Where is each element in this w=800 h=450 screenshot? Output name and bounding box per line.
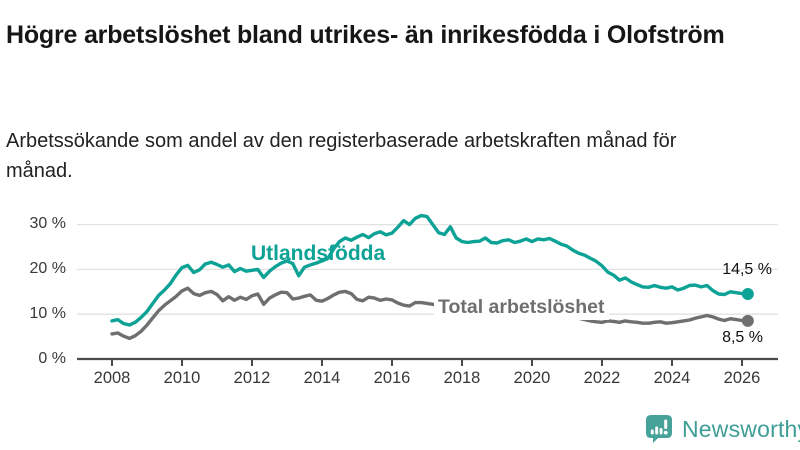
x-axis-tick-label: 2024 xyxy=(653,369,691,387)
y-axis-tick-label: 30 % xyxy=(29,215,66,232)
x-axis-tick-label: 2008 xyxy=(93,369,131,387)
y-axis-tick-label: 0 % xyxy=(38,350,66,367)
x-axis-tick-label: 2022 xyxy=(583,369,621,387)
y-axis-tick-label: 20 % xyxy=(29,260,66,277)
series-line-utlandsf-dda xyxy=(110,213,750,327)
newsworthy-logo: Newsworthy xyxy=(645,414,800,444)
series-end-dot xyxy=(741,288,754,301)
x-axis-tick-label: 2020 xyxy=(513,369,551,387)
y-axis-tick-label: 10 % xyxy=(29,305,66,322)
series-line-total-arbetsl-shet xyxy=(110,286,750,341)
end-value-label-utlandsfodda: 14,5 % xyxy=(722,261,772,278)
end-value-label-total: 8,5 % xyxy=(722,329,763,346)
x-axis-tick-label: 2016 xyxy=(373,369,411,387)
series-label-total-arbetsloshet: Total arbetslöshet xyxy=(434,295,609,321)
x-axis-tick-label: 2018 xyxy=(443,369,481,387)
page-title: Högre arbetslöshet bland utrikes- än inr… xyxy=(6,20,725,49)
newsworthy-logo-text: Newsworthy xyxy=(682,415,800,442)
x-axis-tick-label: 2014 xyxy=(303,369,341,387)
newsworthy-logo-icon xyxy=(646,415,672,443)
x-axis-tick-label: 2026 xyxy=(723,369,761,387)
series-end-dot xyxy=(741,314,754,327)
x-axis-tick-label: 2012 xyxy=(233,369,271,387)
x-axis-tick-label: 2010 xyxy=(163,369,201,387)
chart-subtitle: Arbetssökande som andel av den registerb… xyxy=(6,130,677,182)
series-label-utlandsfodda: Utlandsfödda xyxy=(251,242,386,265)
